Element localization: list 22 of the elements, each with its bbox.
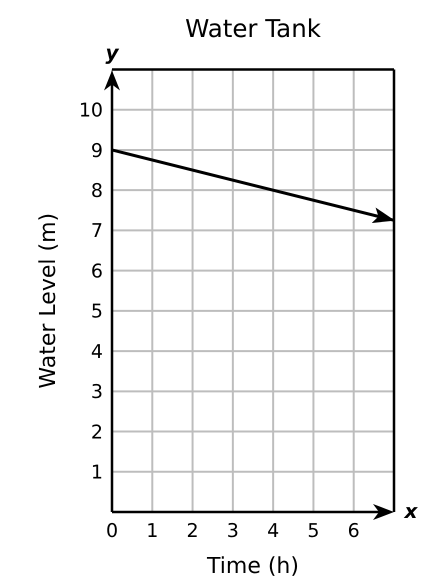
y-tick-label: 7 xyxy=(90,220,103,242)
x-tick-label: 1 xyxy=(146,520,158,542)
y-tick-label: 2 xyxy=(90,421,103,444)
x-tick-label: 4 xyxy=(267,520,280,542)
y-tick-label: 6 xyxy=(90,260,103,282)
x-tick-label: 5 xyxy=(307,520,320,542)
x-tick-label: 2 xyxy=(186,520,199,542)
y-tick-label: 1 xyxy=(90,462,103,484)
x-tick-label: 0 xyxy=(106,520,118,542)
y-tick-label: 10 xyxy=(78,100,103,122)
y-tick-label: 5 xyxy=(90,300,103,323)
y-tick-label: 9 xyxy=(90,140,103,162)
y-tick-label: 3 xyxy=(90,381,103,404)
y-tick-label: 8 xyxy=(90,180,103,202)
y-axis-title: Water Level (m) xyxy=(36,212,61,389)
x-axis-title: Time (h) xyxy=(206,554,299,579)
text: x xyxy=(404,499,419,523)
chart-title: Water Tank xyxy=(185,14,322,43)
text: y xyxy=(105,40,120,64)
x-tick-label: 6 xyxy=(348,520,360,542)
x-tick-label: 3 xyxy=(226,520,239,542)
y-tick-label: 4 xyxy=(90,340,103,363)
